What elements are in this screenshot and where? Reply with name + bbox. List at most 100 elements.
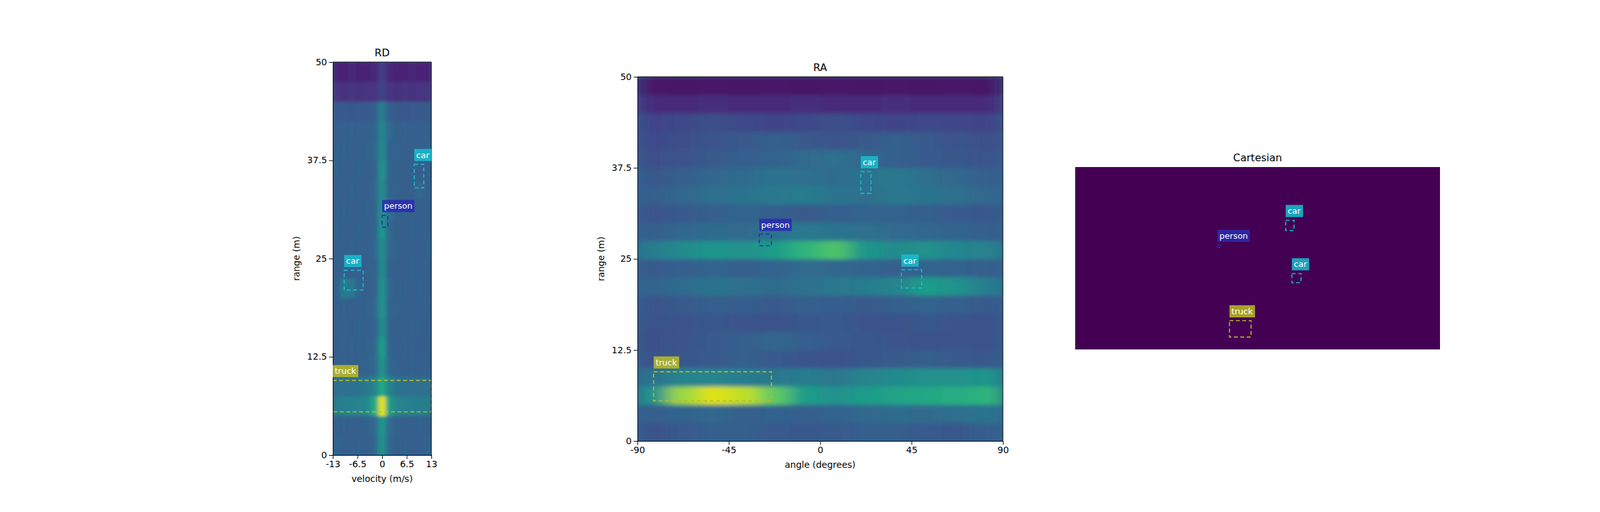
heatmap-cell	[401, 179, 409, 200]
heatmap-cell	[759, 331, 790, 351]
heatmap-cell	[820, 277, 852, 296]
heatmap-cell	[385, 435, 394, 456]
heatmap-cell	[416, 238, 424, 259]
heatmap-cell	[362, 160, 371, 181]
heatmap-cell	[850, 222, 882, 242]
heatmap-cell	[370, 101, 379, 121]
heatmap-cell	[370, 179, 379, 200]
heatmap	[637, 76, 1003, 441]
heatmap-cell	[416, 396, 424, 416]
annotation-box	[414, 164, 424, 189]
heatmap-cell	[340, 376, 349, 397]
heatmap-cell	[942, 113, 973, 132]
heatmap-cell	[911, 331, 943, 351]
heatmap-cell	[637, 423, 669, 441]
heatmap-cell	[759, 94, 790, 114]
heatmap-cell	[698, 76, 729, 96]
heatmap-cell	[911, 423, 943, 441]
y-tick-mark	[633, 259, 638, 260]
heatmap-cell	[378, 396, 386, 416]
heatmap-cell	[728, 149, 760, 169]
heatmap-cell	[759, 240, 790, 260]
y-tick-label: 50	[315, 56, 328, 68]
heatmap-cell	[408, 62, 416, 82]
heatmap-cell	[972, 350, 1003, 369]
heatmap-cell	[385, 297, 394, 318]
heatmap-cell	[789, 423, 821, 441]
heatmap-cell	[668, 222, 699, 242]
heatmap-cell	[393, 160, 402, 181]
heatmap-cell	[355, 376, 364, 397]
x-tick-label: -13	[325, 458, 341, 470]
box-label-background	[860, 156, 879, 169]
heatmap-cell	[393, 120, 402, 141]
heatmap-cell	[362, 376, 371, 397]
heatmap-cell	[698, 149, 729, 169]
heatmap-cell	[362, 297, 371, 318]
heatmap-cell	[348, 297, 356, 318]
heatmap-cell	[668, 313, 699, 333]
box-label-background	[901, 254, 919, 267]
heatmap-cell	[385, 337, 394, 358]
heatmap-cell	[881, 404, 912, 424]
box-label-text: car	[903, 256, 917, 266]
y-tick: 50	[620, 71, 638, 82]
heatmap-cell	[820, 386, 852, 406]
heatmap-cell	[668, 167, 699, 187]
heatmap-cell	[820, 76, 852, 96]
heatmap-cell	[362, 179, 371, 200]
heatmap-cell	[362, 140, 371, 161]
heatmap-cell	[423, 62, 432, 82]
heatmap-cell	[408, 435, 416, 456]
y-tick-label: 12.5	[307, 351, 328, 362]
heatmap-cell	[881, 94, 912, 114]
heatmap-cell	[401, 297, 409, 318]
x-axis-title: angle (degrees)	[784, 459, 856, 470]
heatmap-cell	[348, 140, 356, 161]
heatmap-cell	[972, 423, 1003, 441]
heatmap-cell	[340, 179, 349, 200]
heatmap-cell	[637, 386, 669, 406]
heatmap-cell	[728, 386, 760, 406]
heatmap-cell	[385, 317, 394, 338]
heatmap-cell	[355, 62, 364, 82]
annotation-box	[1285, 220, 1295, 231]
heatmap-cell	[393, 337, 402, 358]
heatmap-cell	[423, 101, 432, 121]
heatmap-cell	[393, 376, 402, 397]
heatmap-cell	[393, 81, 402, 102]
heatmap-cell	[348, 179, 356, 200]
heatmap-cell	[881, 386, 912, 406]
heatmap-cell	[408, 120, 416, 141]
y-tick-mark	[633, 440, 638, 442]
heatmap-cell	[668, 404, 699, 424]
y-tick-mark	[328, 258, 333, 260]
x-axis: -13-6.506.513	[325, 455, 438, 470]
heatmap-cell	[370, 258, 379, 279]
heatmap-cell	[759, 167, 790, 187]
box-label: car	[1292, 257, 1310, 271]
heatmap-cell	[850, 186, 882, 205]
y-axis: 012.52537.550	[307, 56, 334, 461]
heatmap-cell	[942, 94, 973, 114]
heatmap-cell	[911, 295, 943, 314]
x-tick-label: 6.5	[400, 458, 415, 470]
box-label-text: car	[1287, 206, 1302, 216]
heatmap-cell	[385, 376, 394, 397]
heatmap	[332, 62, 432, 456]
heatmap-cell	[423, 416, 432, 436]
heatmap-cell	[385, 62, 394, 82]
heatmap-cell	[668, 295, 699, 314]
heatmap-cell	[759, 186, 790, 205]
x-tick: 13	[426, 455, 438, 470]
x-tick: 6.5	[400, 455, 415, 470]
heatmap-cell	[637, 204, 669, 223]
heatmap-cell	[423, 317, 432, 338]
heatmap-cell	[698, 186, 729, 205]
heatmap-cell	[820, 404, 852, 424]
heatmap-cell	[911, 113, 943, 132]
heatmap-cell	[637, 94, 669, 114]
heatmap-cell	[881, 113, 912, 132]
heatmap-cell	[355, 396, 364, 416]
heatmap-cell	[355, 199, 364, 220]
